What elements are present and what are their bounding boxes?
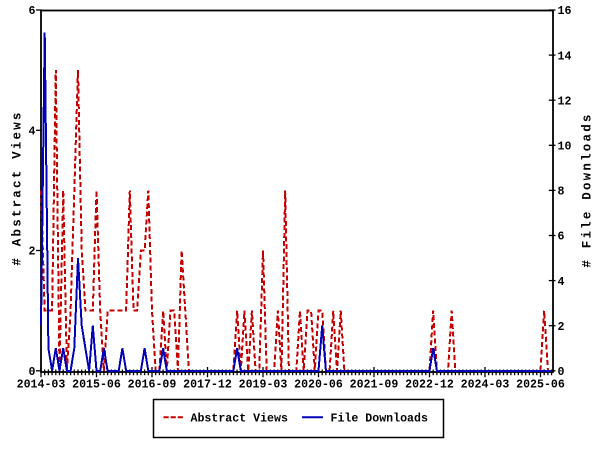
svg-text:0: 0 bbox=[29, 366, 36, 379]
svg-text:2016-09: 2016-09 bbox=[128, 378, 177, 391]
svg-text:4: 4 bbox=[558, 276, 565, 289]
svg-text:12: 12 bbox=[558, 95, 572, 108]
svg-text:# Abstract Views: # Abstract Views bbox=[10, 110, 24, 265]
svg-text:0: 0 bbox=[558, 366, 565, 379]
svg-text:# File Downloads: # File Downloads bbox=[580, 112, 594, 267]
svg-text:2019-03: 2019-03 bbox=[239, 378, 288, 391]
svg-text:6: 6 bbox=[558, 231, 565, 244]
svg-text:14: 14 bbox=[558, 50, 572, 63]
svg-text:2: 2 bbox=[29, 246, 36, 259]
svg-text:16: 16 bbox=[558, 5, 572, 18]
svg-text:2022-12: 2022-12 bbox=[405, 378, 454, 391]
svg-text:2024-03: 2024-03 bbox=[461, 378, 510, 391]
svg-text:8: 8 bbox=[558, 186, 565, 199]
svg-text:10: 10 bbox=[558, 141, 572, 154]
svg-text:File Downloads: File Downloads bbox=[331, 412, 428, 425]
svg-text:2025-06: 2025-06 bbox=[516, 378, 565, 391]
svg-text:2020-06: 2020-06 bbox=[294, 378, 343, 391]
svg-text:4: 4 bbox=[29, 126, 36, 139]
svg-text:2014-03: 2014-03 bbox=[17, 378, 66, 391]
svg-text:Abstract Views: Abstract Views bbox=[191, 412, 288, 425]
svg-text:2: 2 bbox=[558, 321, 565, 334]
svg-text:2017-12: 2017-12 bbox=[183, 378, 232, 391]
svg-text:6: 6 bbox=[29, 5, 36, 18]
svg-text:2015-06: 2015-06 bbox=[72, 378, 121, 391]
svg-text:2021-09: 2021-09 bbox=[350, 378, 399, 391]
